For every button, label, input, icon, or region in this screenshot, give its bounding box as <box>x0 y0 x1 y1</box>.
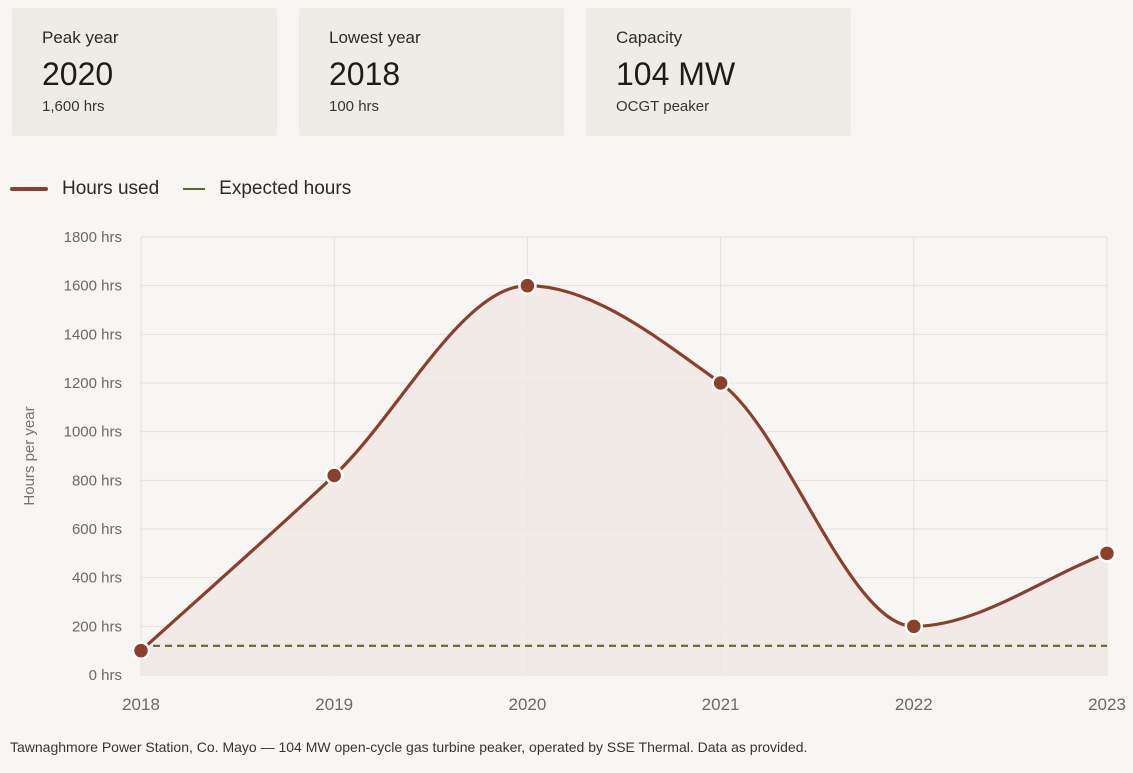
data-point <box>518 276 537 295</box>
legend-label: Hours used <box>62 178 160 199</box>
card-label: Capacity <box>616 28 683 47</box>
y-tick-label: 200 hrs <box>72 618 122 635</box>
card-value: 2020 <box>42 56 114 92</box>
peak-year-card: Peak year 2020 1,600 hrs <box>12 8 277 136</box>
y-tick-label: 600 hrs <box>72 521 122 538</box>
data-point <box>1097 544 1117 563</box>
card-value: 104 MW <box>616 56 736 92</box>
y-tick-label: 400 hrs <box>72 570 122 587</box>
y-tick-label: 1000 hrs <box>64 424 122 441</box>
y-tick-label: 1600 hrs <box>64 278 122 295</box>
x-tick-label: 2021 <box>702 695 740 714</box>
legend-label: Expected hours <box>219 178 352 199</box>
y-tick-label: 1800 hrs <box>64 229 122 246</box>
summary-cards: Peak year 2020 1,600 hrs Lowest year 201… <box>12 8 851 136</box>
x-tick-label: 2019 <box>315 695 353 714</box>
x-tick-label: 2020 <box>508 695 546 714</box>
y-tick-label: 1400 hrs <box>64 326 122 343</box>
legend-item-hours-used[interactable]: Hours used <box>10 178 159 200</box>
card-sub: 1,600 hrs <box>42 98 105 115</box>
x-tick-label: 2023 <box>1088 695 1126 714</box>
card-label: Peak year <box>42 28 119 47</box>
capacity-card: Capacity 104 MW OCGT peaker <box>586 8 851 136</box>
card-value: 2018 <box>329 56 401 92</box>
chart-legend: Hours used Expected hours <box>10 178 375 200</box>
data-point <box>131 641 151 660</box>
expected-hours-swatch <box>183 188 206 190</box>
data-point <box>711 373 730 393</box>
data-point <box>324 466 344 485</box>
card-label: Lowest year <box>329 28 421 47</box>
card-sub: OCGT peaker <box>616 98 710 115</box>
card-sub: 100 hrs <box>329 98 380 115</box>
x-tick-label: 2022 <box>895 695 933 714</box>
hours-used-area <box>141 285 1107 675</box>
y-tick-label: 800 hrs <box>72 472 122 489</box>
lowest-year-card: Lowest year 2018 100 hrs <box>299 8 564 136</box>
legend-item-expected-hours[interactable]: Expected hours <box>183 178 351 200</box>
hours-used-swatch <box>10 187 48 191</box>
x-tick-label: 2018 <box>122 695 160 714</box>
y-tick-label: 1200 hrs <box>64 375 122 392</box>
data-point <box>904 617 924 636</box>
source-note: Tawnaghmore Power Station, Co. Mayo — 10… <box>10 739 808 755</box>
y-tick-label: 0 hrs <box>89 667 122 684</box>
y-axis-title: Hours per year <box>21 406 38 505</box>
